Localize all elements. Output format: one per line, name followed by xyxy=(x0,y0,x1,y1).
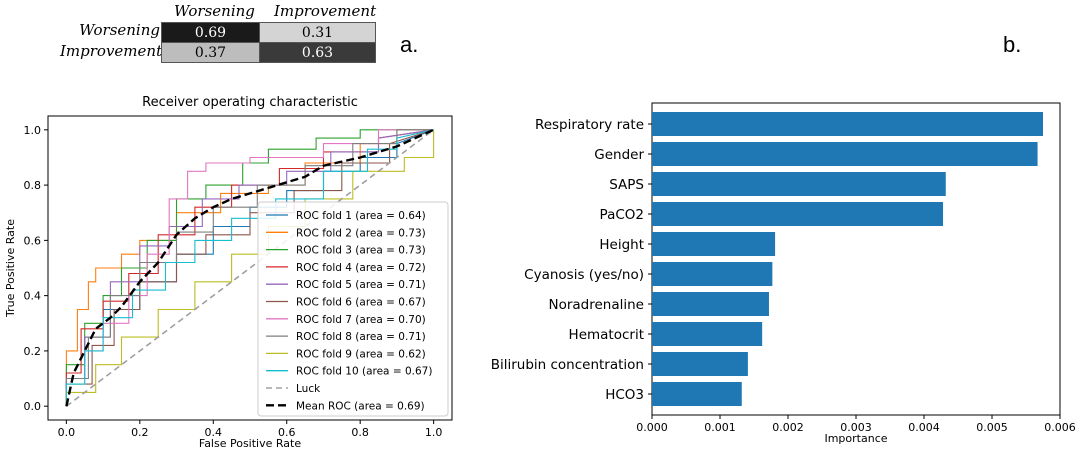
confusion-matrix: Worsening Improvement Worsening Improvem… xyxy=(60,0,380,70)
bar-category-label: Gender xyxy=(594,147,644,163)
bar-xtick-label: 0.002 xyxy=(772,421,804,434)
roc-ytick-label: 0.2 xyxy=(24,345,42,358)
panel-label-b: b. xyxy=(1003,32,1022,57)
cm-col-header-improvement: Improvement xyxy=(274,2,377,20)
roc-legend-label: ROC fold 10 (area = 0.67) xyxy=(296,366,432,378)
roc-chart: Receiver operating characteristic 0.0 0.0… xyxy=(4,95,453,450)
roc-ytick-label: 0.4 xyxy=(24,290,42,303)
bar-xtick-label: 0.003 xyxy=(840,421,872,434)
roc-ytick-label: 1.0 xyxy=(24,124,42,137)
importance-bar xyxy=(652,322,763,346)
roc-series-line xyxy=(65,129,434,407)
importance-bar xyxy=(652,202,944,226)
roc-series-line xyxy=(65,129,435,407)
roc-xtick-label: 0.8 xyxy=(351,426,369,439)
bar-xtick-label: 0.000 xyxy=(636,421,668,434)
roc-ytick-label: 0.0 xyxy=(24,400,42,413)
roc-legend-label: ROC fold 7 (area = 0.70) xyxy=(296,314,426,326)
cm-col-header-worsening: Worsening xyxy=(174,2,255,20)
roc-ylabel: True Positive Rate xyxy=(4,219,17,318)
bar-category-label: Cyanosis (yes/no) xyxy=(524,267,644,283)
roc-legend-label: ROC fold 2 (area = 0.73) xyxy=(296,227,426,239)
bar-category-label: SAPS xyxy=(609,177,644,193)
roc-xtick-label: 1.0 xyxy=(425,426,443,439)
roc-legend-label: ROC fold 1 (area = 0.64) xyxy=(296,210,426,222)
cm-cell: 0.63 xyxy=(259,42,376,63)
roc-legend: ROC fold 1 (area = 0.64) ROC fold 2 (area… xyxy=(257,201,449,417)
importance-bar xyxy=(652,262,773,286)
importance-bar xyxy=(652,112,1043,136)
bar-category-label: Noradrenaline xyxy=(548,297,644,313)
bar-xlabel: Importance xyxy=(824,432,887,445)
bar-xtick-label: 0.006 xyxy=(1044,421,1076,434)
cm-row-header-improvement: Improvement xyxy=(60,42,163,60)
cm-cell: 0.37 xyxy=(161,42,260,63)
importance-bar xyxy=(652,292,769,316)
roc-legend-label: ROC fold 9 (area = 0.62) xyxy=(296,348,426,360)
importance-bar xyxy=(652,232,776,256)
roc-title: Receiver operating characteristic xyxy=(142,95,358,110)
roc-plot-area xyxy=(47,115,453,421)
bar-xtick-label: 0.004 xyxy=(908,421,940,434)
importance-bar xyxy=(652,382,742,406)
roc-legend-label: ROC fold 8 (area = 0.71) xyxy=(296,331,426,343)
feature-importance-chart: Respiratory rate Gender SAPS PaCO2 Height Cya… xyxy=(491,102,1076,445)
bar-category-label: Bilirubin concentration xyxy=(491,357,644,373)
roc-ytick-label: 0.8 xyxy=(24,179,42,192)
roc-xtick-label: 0.6 xyxy=(278,426,296,439)
cm-cell: 0.31 xyxy=(259,22,376,43)
panel-label-a: a. xyxy=(400,32,419,57)
roc-legend-label: ROC fold 5 (area = 0.71) xyxy=(296,279,426,291)
cm-cell: 0.69 xyxy=(161,22,260,43)
roc-series-line xyxy=(65,129,434,407)
bar-xtick-label: 0.001 xyxy=(704,421,736,434)
importance-bar xyxy=(652,352,748,376)
roc-legend-label: ROC fold 4 (area = 0.72) xyxy=(296,262,426,274)
bar-category-label: Hematocrit xyxy=(569,327,644,343)
bar-category-label: PaCO2 xyxy=(600,207,644,223)
bar-category-label: Height xyxy=(599,237,644,253)
roc-series-line xyxy=(65,128,435,407)
importance-bar xyxy=(652,172,946,196)
bar-category-label: Respiratory rate xyxy=(535,117,644,133)
bar-category-label: HCO3 xyxy=(605,387,644,403)
roc-legend-label: ROC fold 6 (area = 0.67) xyxy=(296,297,426,309)
bar-xtick-label: 0.005 xyxy=(976,421,1008,434)
roc-legend-label: Mean ROC (area = 0.69) xyxy=(296,400,425,412)
roc-xlabel: False Positive Rate xyxy=(199,437,301,450)
roc-xtick-label: 0.2 xyxy=(131,426,149,439)
roc-legend-label: Luck xyxy=(296,383,321,395)
importance-bar xyxy=(652,142,1038,166)
roc-legend-label: ROC fold 3 (area = 0.73) xyxy=(296,245,426,257)
roc-xtick-label: 0.0 xyxy=(58,426,76,439)
cm-row-header-worsening: Worsening xyxy=(79,21,160,39)
roc-series-line xyxy=(65,129,434,407)
roc-xtick-label: 0.4 xyxy=(205,426,223,439)
roc-legend-frame xyxy=(257,201,449,417)
roc-ytick-label: 0.6 xyxy=(24,234,42,247)
